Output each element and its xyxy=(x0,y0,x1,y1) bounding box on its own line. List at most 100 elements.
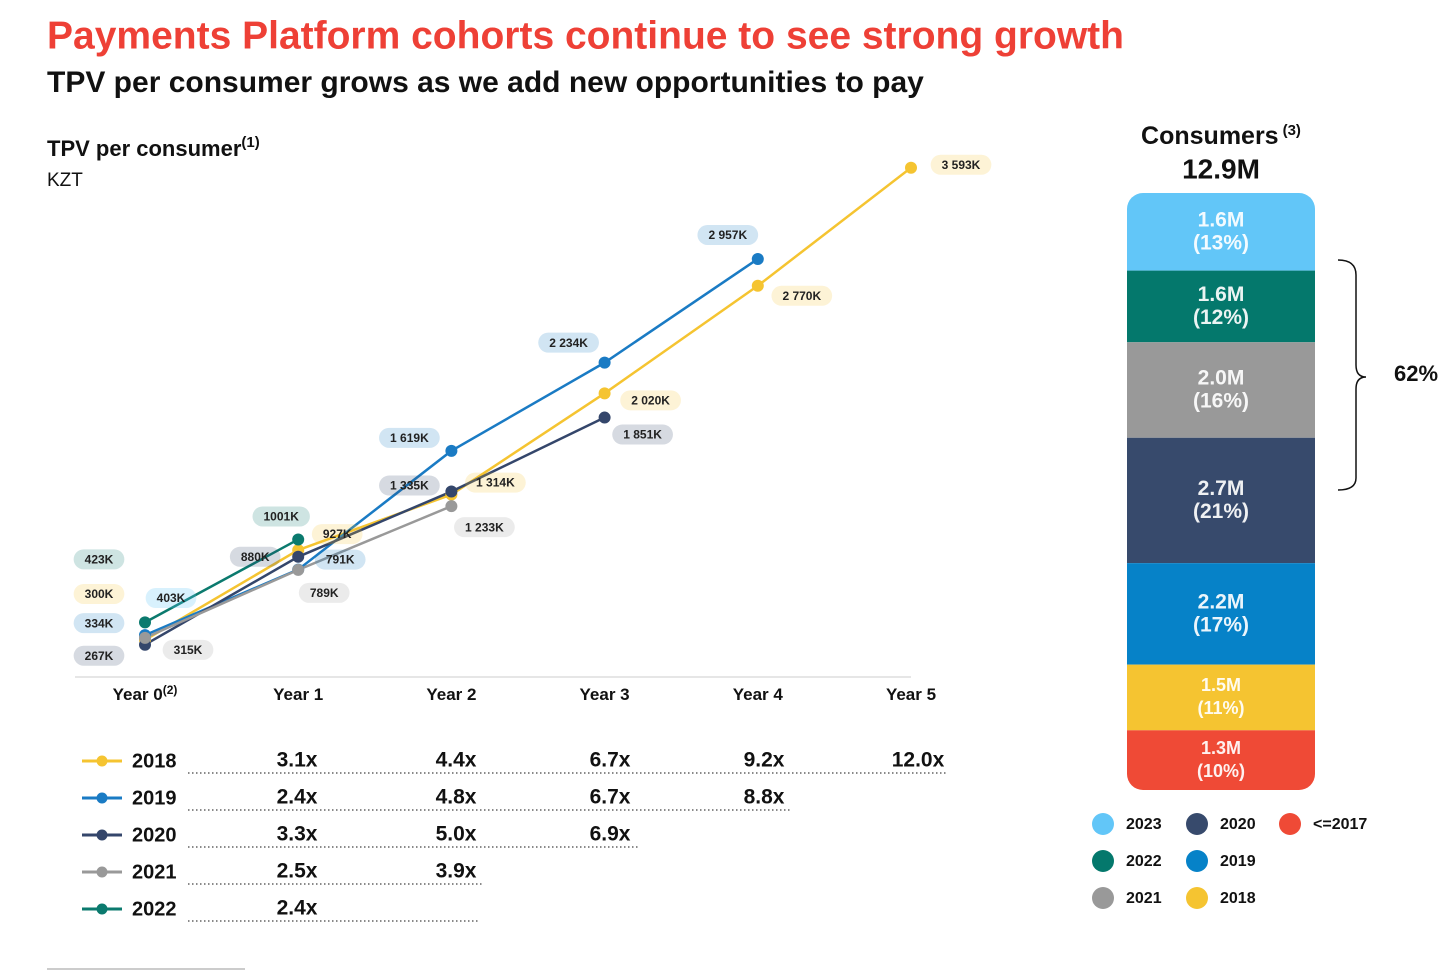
value-label-bg xyxy=(162,639,214,660)
legend-label: 2019 xyxy=(1220,853,1256,870)
bracket-label: 62% xyxy=(1394,361,1438,386)
stacked-bar xyxy=(1127,193,1315,790)
segment-percent: (12%) xyxy=(1193,306,1249,329)
legend-label: 2018 xyxy=(132,750,177,772)
value-label: 2 770K xyxy=(782,289,821,303)
value-label-bg xyxy=(379,427,440,448)
segment-amount: 2.2M xyxy=(1198,590,1245,613)
annotation: 403K xyxy=(157,591,186,605)
segment-amount: 2.0M xyxy=(1198,367,1245,390)
multiple: 3.1x xyxy=(277,749,318,772)
chart-title-text: TPV per consumer xyxy=(47,136,242,161)
bar-total: 12.9M xyxy=(1182,153,1260,184)
multiple: 6.9x xyxy=(590,823,631,846)
value-label: 789K xyxy=(310,586,339,600)
point xyxy=(292,563,305,576)
legend-dot xyxy=(1092,850,1114,872)
annotation-bg xyxy=(145,588,197,608)
point xyxy=(598,356,611,369)
point xyxy=(139,616,151,629)
segment-percent: (21%) xyxy=(1193,500,1249,523)
x-tick-text: Year 0 xyxy=(113,685,163,704)
bar-title-text: Consumers xyxy=(1141,122,1279,150)
multiple: 2.5x xyxy=(277,860,318,883)
legend-dot xyxy=(96,755,108,767)
segment-amount: 1.6M xyxy=(1198,283,1245,306)
segment-amount: 1.3M xyxy=(1201,738,1241,758)
point xyxy=(292,550,305,563)
value-label: 423K xyxy=(85,553,114,567)
bar-segment xyxy=(1127,437,1315,564)
segment-percent: (13%) xyxy=(1193,231,1249,254)
point xyxy=(445,485,458,498)
chart-title-note: (1) xyxy=(241,134,259,151)
point xyxy=(139,631,151,644)
chart-title: TPV per consumer(1) xyxy=(47,134,260,161)
x-tick-note: (2) xyxy=(163,683,178,697)
value-label: 2 234K xyxy=(549,336,588,350)
value-label: 880K xyxy=(241,550,270,564)
point xyxy=(598,411,611,424)
value-label: 1 619K xyxy=(390,431,429,445)
series-line xyxy=(144,166,912,642)
series-line xyxy=(144,416,606,646)
bracket xyxy=(1337,259,1367,491)
x-tick-label: Year 3 xyxy=(580,685,630,704)
value-label-bg xyxy=(73,645,125,666)
value-label: 1 314K xyxy=(476,476,515,490)
lines xyxy=(144,166,912,646)
bar-segment xyxy=(1127,664,1315,731)
value-label-bg xyxy=(930,154,992,175)
value-label-bg xyxy=(538,332,599,353)
series-line xyxy=(144,538,299,624)
point xyxy=(598,387,611,400)
value-label-bg xyxy=(379,475,440,496)
value-label-bg xyxy=(454,517,515,538)
value-label: 3 593K xyxy=(942,158,981,172)
value-label-bg xyxy=(771,285,833,306)
legend-dot xyxy=(96,903,108,915)
value-label: 315K xyxy=(174,643,203,657)
segment-amount: 2.7M xyxy=(1198,477,1245,500)
x-tick-text: Year 4 xyxy=(733,685,784,704)
x-tick-label: Year 4 xyxy=(733,685,784,704)
value-label-bg xyxy=(73,549,125,570)
x-tick-label: Year 0(2) xyxy=(113,683,178,704)
legend-label: 2021 xyxy=(1126,890,1162,907)
multiple: 2.4x xyxy=(277,897,318,920)
legend-dot xyxy=(96,866,108,878)
value-label-bg xyxy=(465,472,526,493)
legend-label: 2019 xyxy=(132,787,177,809)
legend-dot xyxy=(1279,813,1301,835)
segment-amount: 1.5M xyxy=(1201,675,1241,695)
legend-label: 2021 xyxy=(132,861,177,883)
value-label: 1 851K xyxy=(623,428,662,442)
legend-dot xyxy=(1186,813,1208,835)
value-label: 791K xyxy=(326,553,355,567)
bar-segment xyxy=(1127,270,1315,343)
value-label: 267K xyxy=(85,649,114,663)
value-label-bg xyxy=(314,549,366,570)
multiple: 8.8x xyxy=(744,786,785,809)
value-label: 334K xyxy=(85,616,114,630)
segment-percent: (16%) xyxy=(1193,390,1249,413)
multiple: 6.7x xyxy=(590,749,631,772)
legend-dot xyxy=(1186,850,1208,872)
legend-dot xyxy=(1092,813,1114,835)
multiple: 12.0x xyxy=(892,749,945,772)
value-label: 1 335K xyxy=(390,479,429,493)
value-label-bg xyxy=(311,524,363,545)
x-tick-label: Year 1 xyxy=(273,685,323,704)
legend-dot xyxy=(1092,887,1114,909)
point xyxy=(751,279,764,292)
legend-dot xyxy=(1186,887,1208,909)
point xyxy=(445,444,458,457)
value-label: 2 957K xyxy=(708,228,747,242)
x-tick-label: Year 5 xyxy=(886,685,936,704)
bar-segment xyxy=(1127,563,1315,665)
multiple: 4.4x xyxy=(436,749,477,772)
value-label-bg xyxy=(252,506,310,527)
segment-percent: (10%) xyxy=(1197,761,1245,781)
